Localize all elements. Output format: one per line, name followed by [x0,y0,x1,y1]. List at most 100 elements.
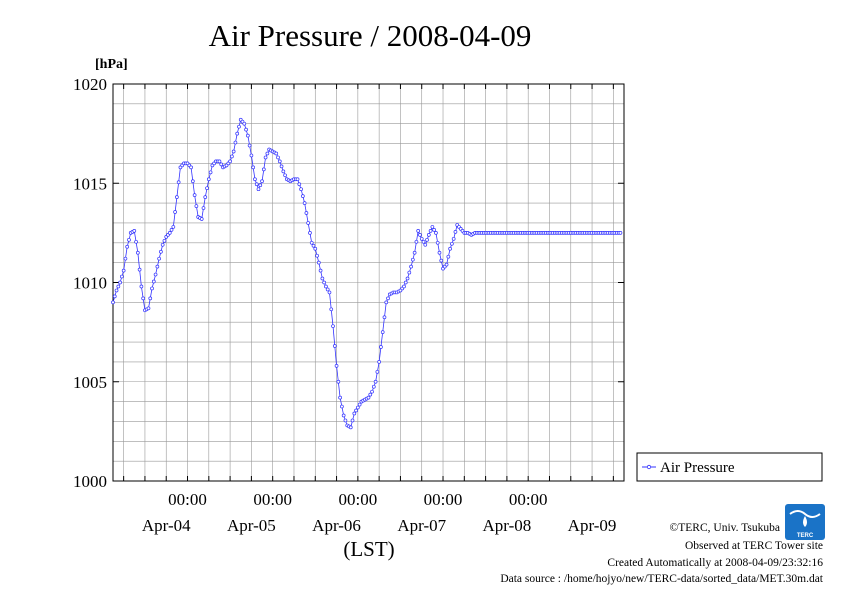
data-point [231,149,236,154]
data-point [199,217,204,221]
data-point [435,240,440,245]
data-point [120,274,124,279]
data-point [306,221,311,225]
data-point [437,250,442,255]
data-point [450,241,454,246]
data-point [352,411,357,416]
legend-box [636,452,823,482]
data-point [194,204,199,208]
data-point [132,229,137,233]
data-point [366,395,371,400]
data-point [430,225,435,229]
copyright-text: ©TERC, Univ. Tsukuba [670,522,780,534]
data-point [251,165,256,170]
data-point [203,195,208,199]
data-point [373,379,378,384]
data-point [354,408,358,413]
data-point [297,182,302,187]
data-point [299,187,303,192]
grid [113,84,624,481]
data-point [453,230,458,234]
logo-wave-icon [789,510,821,518]
x-tick-label-date: Apr-06 [312,516,361,535]
data-point [246,133,250,138]
data-point [313,246,318,251]
data-point [219,162,224,167]
data-point [192,193,197,198]
data-point [370,389,374,394]
y-unit-label: [hPa] [95,57,128,72]
data-point [409,264,413,269]
data-point [416,229,421,233]
data-point [233,140,238,145]
data-point [309,240,314,245]
data-point [123,256,128,261]
data-point [265,151,270,156]
data-point [368,392,373,397]
data-point [428,229,433,233]
x-tick-label-time: 00:00 [253,490,292,509]
data-point [260,179,264,184]
data-point [258,183,263,188]
data-point [411,257,415,262]
data-point [176,180,181,185]
data-point [322,280,326,285]
logo-drop-icon [803,516,807,527]
x-tick-label-time: 00:00 [168,490,207,509]
source-text: Data source : /home/hojyo/new/TERC-data/… [500,573,823,585]
data-point [618,231,623,235]
data-point [341,413,346,418]
data-point [304,211,309,215]
data-point [439,258,444,263]
legend-entry-air-pressure: Air Pressure [660,460,735,476]
data-point [208,170,213,175]
data-point [281,169,286,174]
data-point [171,225,176,229]
data-point [153,272,158,277]
data-point [336,379,341,384]
x-tick-label-time: 00:00 [424,490,463,509]
data-point [276,155,280,160]
site-text: Observed at TERC Tower site [685,540,823,552]
data-point [382,315,387,320]
data-point [127,237,131,242]
data-point [141,296,146,301]
x-tick-labels: 00:00 00:00 00:00 00:00 00:00 Apr-04 Apr-05 Apr… [142,490,617,535]
data-point [315,253,319,258]
data-point [414,239,419,244]
data-point [379,345,383,349]
data-point [125,244,130,249]
data-point [263,155,268,160]
data-point [371,384,376,389]
data-point [377,360,381,364]
data-point [444,262,449,267]
data-point [434,231,438,235]
data-point [139,284,144,289]
data-point [175,195,179,199]
data-point [350,418,355,423]
data-point [402,284,406,289]
data-point [357,402,362,407]
data-point [421,239,426,244]
data-point [423,242,428,247]
data-point [412,250,417,255]
data-point [244,127,248,132]
created-text: Created Automatically at 2008-04-09/23:3… [607,557,823,569]
data-point [118,280,122,285]
x-tick-label-date: Apr-04 [142,516,191,535]
data-point [324,284,328,289]
data-point [237,124,241,129]
data-point [405,276,410,281]
x-tick-label-time: 00:00 [509,490,548,509]
data-point [425,237,429,242]
data-point [167,231,172,235]
data-point [230,154,234,159]
data-point [407,270,412,275]
data-point [190,179,195,184]
y-tick-label: 1005 [73,373,107,392]
data-point [134,239,138,244]
data-point [235,131,240,136]
data-point [150,286,154,291]
data-point [426,233,431,237]
